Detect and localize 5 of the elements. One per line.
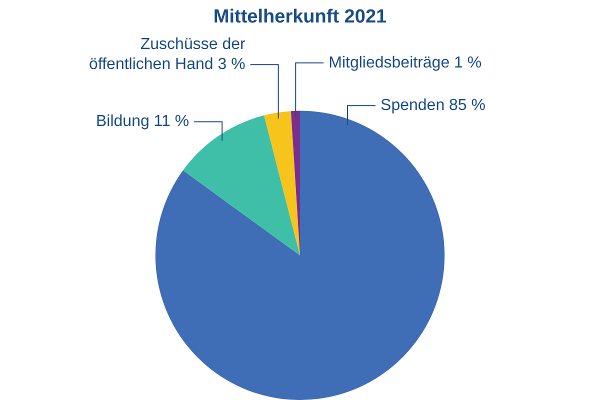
chart-title: Mittelherkunft 2021	[213, 6, 388, 28]
slice-label: Zuschüsse der öffentlichen Hand 3 %	[89, 36, 246, 73]
slice-label: Bildung 11 %	[96, 113, 190, 130]
slice-label: Spenden 85 %	[380, 96, 486, 114]
slice-label: Mitgliedsbeiträge 1 %	[328, 54, 482, 72]
